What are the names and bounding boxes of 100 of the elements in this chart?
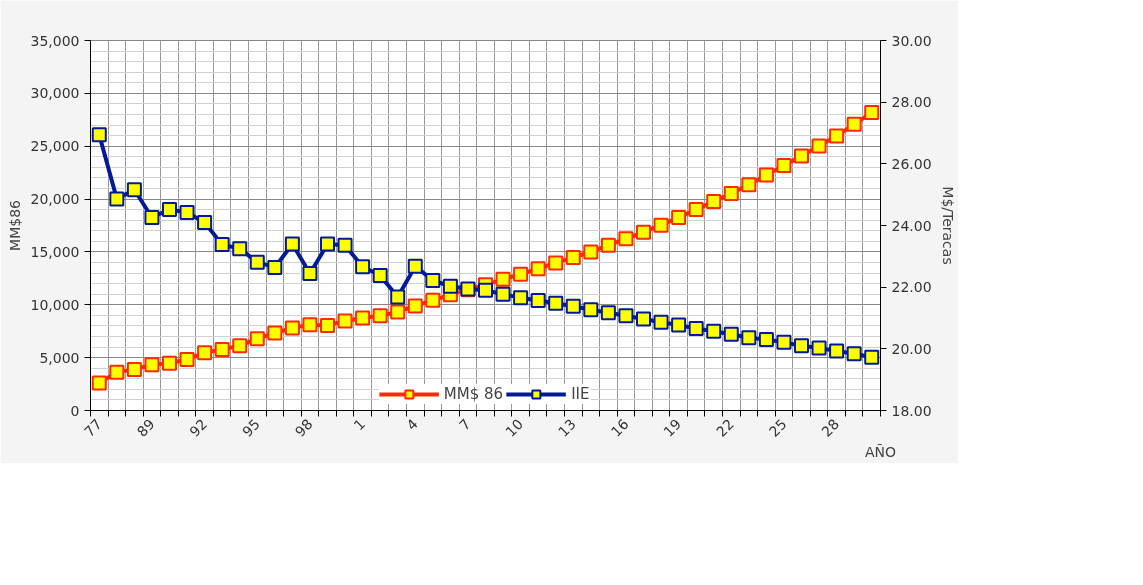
y-tick-label: 30,000 [30, 85, 80, 102]
y-axis-title: MM$86 [6, 199, 23, 251]
x-tick-label: 10 [502, 415, 527, 440]
point [706, 194, 722, 209]
point [565, 250, 581, 266]
point [337, 313, 353, 329]
point [688, 202, 704, 218]
point [407, 258, 423, 274]
point [214, 237, 230, 253]
point [548, 295, 564, 311]
point [197, 214, 213, 230]
point [741, 177, 757, 193]
y2-tick-label: 24.00 [891, 217, 932, 234]
point [513, 266, 529, 282]
point [162, 355, 177, 371]
point [636, 311, 651, 327]
point [232, 241, 248, 257]
y2-tick-label: 30.00 [891, 32, 932, 49]
point [302, 317, 318, 333]
point [636, 224, 651, 240]
point [214, 341, 230, 357]
point [390, 304, 406, 320]
point [390, 289, 406, 305]
point [478, 282, 493, 298]
point [284, 320, 300, 336]
point [495, 271, 511, 287]
x-axis-title: AÑO [864, 444, 897, 461]
point [162, 201, 177, 217]
point [337, 237, 353, 253]
x-tick-label: 89 [133, 415, 158, 440]
x-tick-label: 7 [455, 415, 474, 434]
point [126, 182, 142, 198]
point [355, 310, 371, 326]
y-tick-label: 20,000 [30, 191, 80, 208]
y-tick-label: 10,000 [30, 296, 80, 313]
point [91, 127, 107, 143]
x-tick-label: 77 [81, 415, 105, 440]
point [179, 205, 195, 221]
point [109, 364, 125, 380]
point [811, 340, 827, 356]
x-tick-label: 95 [239, 415, 263, 440]
point [425, 272, 441, 288]
point [600, 305, 616, 321]
x-tick-label: 13 [555, 415, 579, 440]
point [600, 237, 616, 253]
point [776, 157, 792, 173]
y2-tick-label: 28.00 [891, 94, 932, 111]
point [776, 334, 792, 350]
point [758, 167, 774, 183]
point [179, 351, 195, 367]
point [846, 116, 862, 132]
point [372, 308, 388, 324]
point [495, 286, 511, 302]
x-tick-label: 28 [818, 415, 843, 440]
point [618, 231, 634, 247]
point [320, 236, 335, 252]
point [829, 343, 845, 359]
point [565, 298, 581, 314]
point [864, 349, 880, 365]
point [618, 308, 634, 324]
point [442, 278, 458, 294]
legend-label: IIE [571, 385, 591, 403]
y2-axis-title: M$/Teracas [939, 186, 956, 265]
point [267, 259, 283, 275]
y2-tick-label: 26.00 [891, 155, 932, 172]
y-tick-label: 0 [70, 402, 80, 419]
point [267, 325, 283, 341]
point [723, 326, 739, 342]
point [249, 254, 265, 270]
point [794, 338, 809, 354]
point [249, 331, 265, 347]
point [671, 317, 687, 333]
point [583, 244, 599, 260]
x-tick-label: 25 [765, 415, 790, 440]
point [109, 191, 125, 207]
point [548, 255, 564, 271]
y-tick-label: 35,000 [30, 32, 80, 49]
point [197, 345, 213, 361]
point [671, 209, 687, 225]
point [530, 292, 546, 308]
point [653, 217, 669, 233]
y2-tick-label: 20.00 [891, 340, 932, 357]
legend-label: MM$ 86 [443, 385, 504, 403]
y-tick-label: 25,000 [30, 138, 80, 155]
x-tick-label: 16 [607, 415, 632, 440]
x-tick-label: 4 [403, 415, 421, 434]
x-tick-label: 22 [713, 415, 737, 440]
point [144, 209, 160, 225]
point [706, 323, 722, 339]
point [829, 128, 845, 144]
y2-tick-label: 22.00 [891, 279, 932, 296]
point [355, 259, 371, 275]
point [811, 138, 827, 154]
point [583, 302, 599, 318]
x-tick-label: 98 [291, 415, 316, 440]
point [653, 314, 669, 330]
point [864, 105, 880, 121]
point [846, 346, 862, 362]
y-tick-label: 5,000 [39, 349, 80, 366]
x-tick-label: 92 [186, 415, 211, 440]
